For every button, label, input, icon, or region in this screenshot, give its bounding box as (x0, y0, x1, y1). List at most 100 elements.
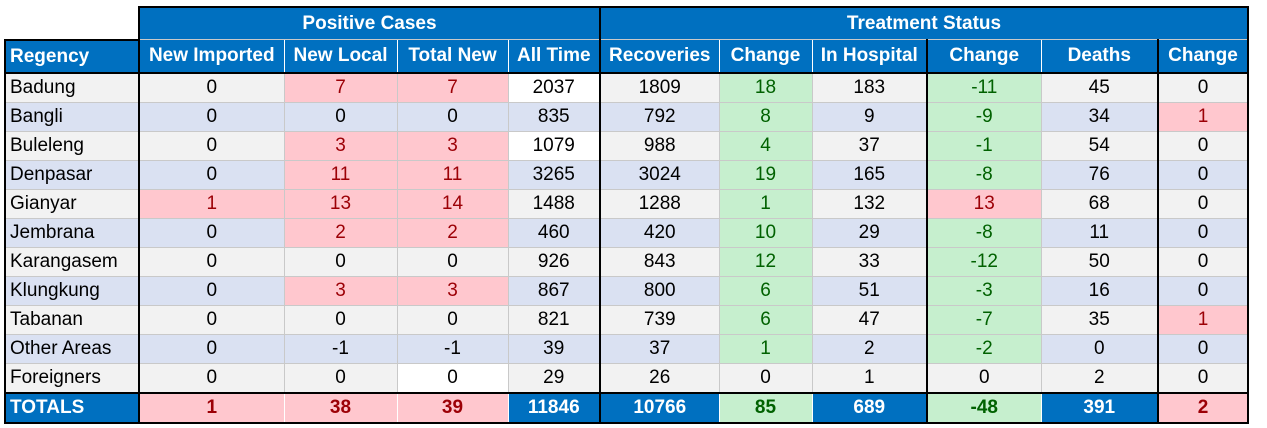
cell-all-time: 3265 (508, 160, 601, 190)
cell-new-imported: 0 (138, 72, 285, 103)
cell-deaths: 2 (1041, 363, 1159, 393)
cell-new-local: 0 (284, 247, 398, 277)
cell-recoveries-change: 6 (719, 276, 813, 306)
header-recoveries-change: Change (719, 39, 813, 74)
cell-recoveries: 792 (600, 102, 720, 132)
cell-total-new: 0 (397, 247, 509, 277)
cell-new-imported: 0 (138, 131, 285, 161)
total-recoveries: 10766 (600, 391, 720, 424)
cell-new-imported: 0 (138, 218, 285, 248)
cell-deaths: 16 (1041, 276, 1159, 306)
total-new-imported: 1 (138, 391, 285, 424)
cell-all-time: 29 (508, 363, 601, 393)
column-header-row: Regency New Imported New Local Total New All… (4, 39, 1249, 74)
cell-in-hospital-change: -2 (927, 334, 1042, 364)
header-deaths: Deaths (1041, 39, 1159, 74)
cell-all-time: 835 (508, 102, 601, 132)
cell-all-time: 2037 (508, 72, 601, 103)
header-total-new: Total New (397, 39, 509, 74)
cell-deaths-change: 0 (1158, 160, 1249, 190)
header-deaths-change: Change (1158, 39, 1249, 74)
regency-name: Karangasem (4, 247, 140, 277)
cell-deaths-change: 0 (1158, 363, 1249, 393)
regency-name: Foreigners (4, 363, 140, 393)
cell-in-hospital: 2 (812, 334, 928, 364)
cell-all-time: 821 (508, 305, 601, 335)
cell-in-hospital: 165 (812, 160, 928, 190)
cell-in-hospital-change: -8 (927, 160, 1042, 190)
group-header-row: Positive Cases Treatment Status (5, 6, 1249, 41)
header-in-hospital-change: Change (927, 39, 1042, 74)
covid-summary-table: Positive Cases Treatment Status Regency N… (4, 6, 1249, 424)
cell-recoveries-change: 18 (719, 72, 813, 103)
cell-recoveries: 37 (600, 334, 720, 364)
cell-deaths-change: 0 (1158, 247, 1249, 277)
cell-new-local: 2 (284, 218, 398, 248)
total-total-new: 39 (397, 391, 509, 424)
cell-deaths-change: 0 (1158, 189, 1249, 219)
header-recoveries: Recoveries (600, 39, 720, 74)
regency-name: Badung (4, 72, 140, 103)
cell-recoveries-change: 6 (719, 305, 813, 335)
cell-in-hospital: 132 (812, 189, 928, 219)
cell-total-new: 2 (397, 218, 509, 248)
cell-recoveries: 800 (600, 276, 720, 306)
cell-new-imported: 0 (138, 160, 285, 190)
cell-deaths-change: 0 (1158, 131, 1249, 161)
cell-recoveries: 1288 (600, 189, 720, 219)
cell-recoveries: 1809 (600, 72, 720, 103)
cell-recoveries: 988 (600, 131, 720, 161)
header-new-local: New Local (284, 39, 398, 74)
totals-row: TOTALS 1 38 39 11846 10766 85 689 -48 391 2 (4, 391, 1249, 424)
totals-label: TOTALS (4, 391, 140, 424)
cell-deaths-change: 0 (1158, 218, 1249, 248)
cell-all-time: 39 (508, 334, 601, 364)
cell-in-hospital: 9 (812, 102, 928, 132)
cell-in-hospital-change: 0 (927, 363, 1042, 393)
cell-total-new: 0 (397, 102, 509, 132)
header-regency: Regency (4, 39, 140, 74)
cell-recoveries: 420 (600, 218, 720, 248)
cell-new-local: 11 (284, 160, 398, 190)
cell-recoveries-change: 8 (719, 102, 813, 132)
cell-recoveries-change: 0 (719, 363, 813, 393)
cell-recoveries-change: 1 (719, 189, 813, 219)
total-in-hospital-change: -48 (927, 391, 1042, 424)
table-row: Klungkung 0 3 3 867 800 6 51 -3 16 0 (4, 276, 1249, 306)
cell-deaths: 34 (1041, 102, 1159, 132)
cell-total-new: 0 (397, 305, 509, 335)
regency-name: Bangli (4, 102, 140, 132)
cell-recoveries: 26 (600, 363, 720, 393)
total-deaths-change: 2 (1158, 391, 1249, 424)
cell-new-imported: 1 (138, 189, 285, 219)
cell-new-imported: 0 (138, 102, 285, 132)
table-row: Buleleng 0 3 3 1079 988 4 37 -1 54 0 (4, 131, 1249, 161)
cell-deaths-change: 0 (1158, 276, 1249, 306)
cell-new-local: 0 (284, 102, 398, 132)
table-row: Jembrana 0 2 2 460 420 10 29 -8 11 0 (4, 218, 1249, 248)
cell-deaths: 11 (1041, 218, 1159, 248)
regency-name: Denpasar (4, 160, 140, 190)
regency-name: Gianyar (4, 189, 140, 219)
total-in-hospital: 689 (812, 391, 928, 424)
cell-new-local: 3 (284, 131, 398, 161)
cell-deaths-change: 0 (1158, 72, 1249, 103)
cell-all-time: 1488 (508, 189, 601, 219)
cell-in-hospital-change: -7 (927, 305, 1042, 335)
header-all-time: All Time (508, 39, 601, 74)
regency-name: Buleleng (4, 131, 140, 161)
cell-total-new: 14 (397, 189, 509, 219)
table-row: Gianyar 1 13 14 1488 1288 1 132 13 68 0 (4, 189, 1249, 219)
cell-new-local: 3 (284, 276, 398, 306)
cell-deaths-change: 1 (1158, 102, 1249, 132)
group-treatment-status: Treatment Status (600, 6, 1249, 40)
cell-deaths: 50 (1041, 247, 1159, 277)
cell-in-hospital-change: -3 (927, 276, 1042, 306)
cell-deaths: 68 (1041, 189, 1159, 219)
cell-in-hospital: 183 (812, 72, 928, 103)
cell-total-new: 3 (397, 131, 509, 161)
cell-new-imported: 0 (138, 334, 285, 364)
cell-deaths: 0 (1041, 334, 1159, 364)
regency-name: Other Areas (4, 334, 140, 364)
cell-deaths: 54 (1041, 131, 1159, 161)
